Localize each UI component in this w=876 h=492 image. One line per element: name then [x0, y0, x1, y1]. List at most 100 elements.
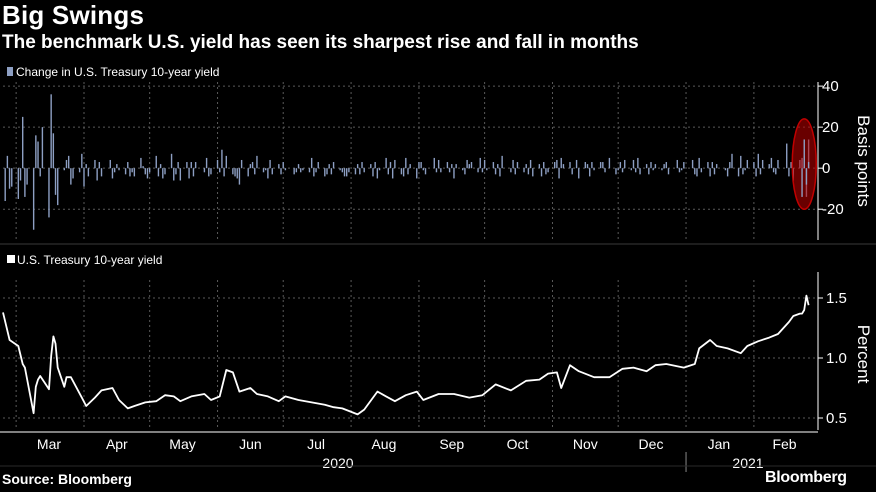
bar	[236, 168, 238, 179]
bar	[453, 168, 455, 179]
bar	[538, 164, 541, 169]
bar	[698, 157, 700, 169]
bar	[317, 162, 319, 169]
bar	[589, 168, 591, 177]
bar	[407, 168, 409, 175]
y-axis-label-bottom: Percent	[854, 325, 873, 384]
bar	[591, 162, 593, 169]
bar	[667, 168, 670, 175]
bar	[293, 168, 295, 175]
y-tick-label: 40	[822, 78, 839, 95]
bar	[8, 168, 11, 189]
bar	[190, 162, 192, 169]
bar	[83, 168, 85, 187]
bar	[94, 159, 96, 169]
bar	[402, 168, 405, 177]
bar	[409, 164, 411, 169]
bar	[394, 159, 396, 169]
bar	[159, 164, 162, 169]
bar	[446, 162, 449, 169]
bar	[624, 159, 626, 169]
bar	[731, 153, 733, 169]
bar	[558, 168, 560, 179]
bar	[389, 162, 392, 169]
chart-title: Big Swings	[2, 0, 145, 30]
source-note: Source: Bloomberg	[2, 471, 132, 487]
bar	[343, 168, 346, 177]
bar	[775, 168, 777, 175]
bar	[761, 159, 764, 169]
bar	[772, 168, 775, 173]
bar	[678, 168, 681, 173]
bar	[711, 162, 713, 169]
x-tick-label: Mar	[37, 436, 61, 452]
bar	[295, 168, 298, 173]
bar	[175, 168, 177, 175]
bar	[186, 162, 188, 169]
bar	[470, 162, 473, 169]
bar	[424, 168, 427, 175]
bar	[251, 162, 254, 169]
bar	[494, 168, 497, 175]
y-tick-label: 0	[822, 160, 830, 177]
bar	[240, 159, 243, 169]
bar	[308, 168, 311, 173]
bar	[483, 159, 486, 169]
bar	[339, 168, 341, 171]
bar	[256, 155, 258, 169]
bar	[694, 168, 696, 175]
bar	[116, 164, 118, 169]
bar	[210, 168, 212, 175]
bar	[17, 168, 20, 199]
bar	[746, 159, 749, 169]
bar	[788, 168, 790, 177]
bar	[770, 157, 773, 169]
bar	[26, 168, 28, 185]
bar	[113, 168, 116, 173]
bar	[173, 168, 175, 181]
bar	[543, 162, 545, 169]
bar	[726, 168, 729, 177]
y-tick-label: -20	[822, 201, 844, 218]
bar	[262, 168, 265, 173]
bar	[753, 162, 755, 169]
bar	[310, 157, 313, 169]
bar	[742, 168, 744, 175]
bar	[729, 162, 731, 169]
bar	[22, 116, 24, 169]
bar	[188, 168, 190, 179]
bar	[124, 168, 127, 175]
bar	[586, 164, 589, 169]
bar	[510, 168, 512, 173]
bar	[744, 168, 746, 171]
bar	[238, 168, 241, 185]
bar	[24, 168, 26, 197]
bar	[271, 168, 273, 175]
bar	[553, 162, 556, 169]
bar	[100, 168, 103, 177]
bar	[479, 157, 481, 169]
bar	[54, 168, 57, 195]
bar	[680, 168, 683, 171]
bar	[208, 168, 210, 177]
y-tick-label: 1.5	[826, 290, 847, 307]
bar	[464, 168, 466, 175]
bar	[194, 162, 197, 169]
bar	[501, 155, 503, 169]
bar	[630, 168, 632, 171]
bar	[608, 157, 611, 169]
y-axis-label-top: Basis points	[854, 115, 873, 207]
bar	[372, 168, 374, 177]
bar	[387, 168, 389, 175]
bar	[225, 155, 227, 169]
bar	[512, 159, 514, 169]
bar	[221, 149, 223, 169]
bar	[109, 159, 111, 169]
x-tick-label: Aug	[371, 436, 396, 452]
bar	[645, 164, 648, 169]
bar	[234, 168, 236, 177]
bar	[621, 168, 624, 173]
bar	[254, 168, 256, 175]
bar	[133, 168, 136, 177]
bar	[57, 168, 59, 206]
